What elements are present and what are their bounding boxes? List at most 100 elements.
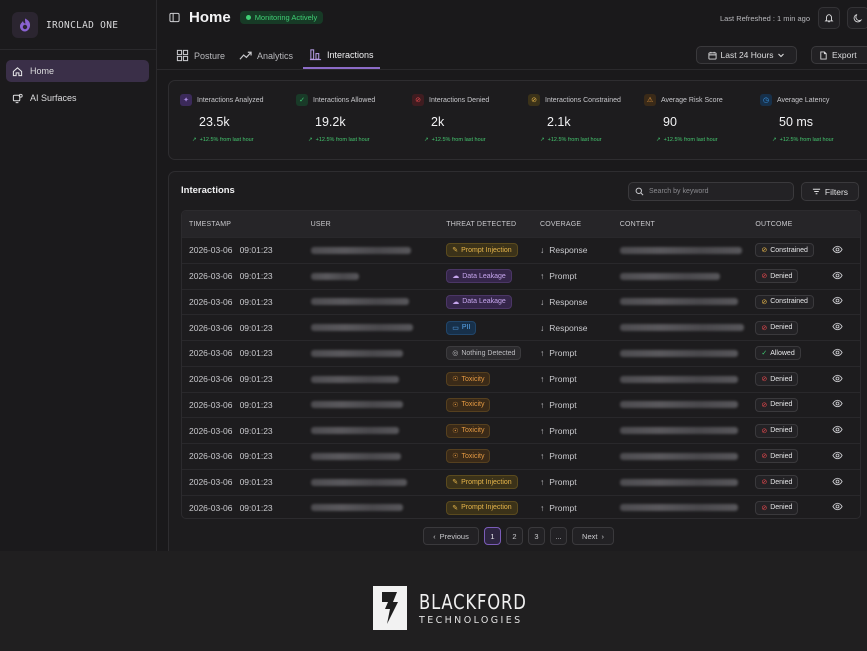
view-button[interactable] <box>832 321 860 334</box>
theme-toggle-button[interactable] <box>847 7 867 29</box>
arrow-up-icon: ↑ <box>539 477 545 488</box>
filters-button[interactable]: Filters <box>801 182 859 201</box>
redacted-user <box>310 272 359 280</box>
status-badge: Monitoring Actively <box>239 11 324 24</box>
table-row[interactable]: 2026-03-06 09:01:23 ✎ Prompt Injection ↑ Pro… <box>182 468 860 495</box>
table-row[interactable]: 2026-03-06 09:01:23 ☁ Data Leakage ↑ Prompt ⊘… <box>182 262 860 289</box>
coverage-label: Response <box>549 245 588 256</box>
constrained-icon: ⊘ <box>761 247 768 255</box>
cell-coverage: ↑ Prompt <box>533 400 613 410</box>
outcome-badge: ⊘ Denied <box>755 475 799 490</box>
date-range-select[interactable]: Last 24 Hours <box>696 46 797 64</box>
column-header-content[interactable]: CONTENT <box>619 220 655 228</box>
view-button[interactable] <box>832 398 860 411</box>
cloud-icon: ☁ <box>452 273 460 281</box>
pagination-page-3[interactable]: 3 <box>528 527 545 545</box>
view-button[interactable] <box>832 501 860 514</box>
table-row[interactable]: 2026-03-06 09:01:23 ☁ Data Leakage ↓ Respons… <box>182 288 860 315</box>
redacted-user <box>310 375 399 383</box>
metric-label: Average Risk Score <box>661 96 723 104</box>
chevron-down-icon <box>778 53 785 58</box>
view-button[interactable] <box>832 270 860 283</box>
sidebar-item-home[interactable]: Home <box>6 60 149 82</box>
outcome-label: Denied <box>770 375 793 383</box>
cell-coverage: ↓ Response <box>533 297 613 307</box>
threat-badge: ☉ Toxicity <box>446 397 491 412</box>
export-icon <box>820 50 827 60</box>
pagination-previous[interactable]: ‹ Previous <box>423 527 479 545</box>
trend-up-icon: ↗ <box>772 137 777 143</box>
view-button[interactable] <box>832 373 860 386</box>
cell-user <box>304 349 440 357</box>
tab-label: Posture <box>194 50 226 61</box>
table-row[interactable]: 2026-03-06 09:01:23 ✎ Prompt Injection ↓ Res… <box>182 237 860 263</box>
view-button[interactable] <box>832 476 860 489</box>
brand[interactable]: IRONCLAD ONE <box>12 12 118 38</box>
tab-interactions[interactable]: Interactions <box>303 42 380 69</box>
cell-coverage: ↑ Prompt <box>533 451 613 461</box>
table-row[interactable]: 2026-03-06 09:01:23 ✎ Prompt Injection ↑ Pro… <box>182 494 860 519</box>
notifications-button[interactable] <box>818 7 840 29</box>
blackford-mark-icon <box>373 586 407 630</box>
metric-change: +12.5% from last hour <box>547 137 602 143</box>
cell-outcome: ⊘ Denied <box>748 449 832 464</box>
tab-posture[interactable]: Posture <box>176 42 225 69</box>
sidebar-item-ai-surfaces[interactable]: AI Surfaces <box>6 87 149 109</box>
trend-up-icon: ↗ <box>656 137 661 143</box>
cell-outcome: ⊘ Constrained <box>748 294 832 309</box>
view-button[interactable] <box>832 424 860 437</box>
alert-circle-icon: ☉ <box>452 453 459 461</box>
cloud-icon: ☁ <box>452 298 460 306</box>
cell-timestamp: 2026-03-06 09:01:23 <box>189 399 273 410</box>
alert-circle-icon: ☉ <box>452 376 459 384</box>
cell-threat: ▭ PII <box>439 320 533 335</box>
eye-icon <box>832 245 843 254</box>
redacted-content <box>619 427 738 435</box>
trend-up-icon: ↗ <box>540 137 545 143</box>
pagination-page-2[interactable]: 2 <box>506 527 523 545</box>
cell-outcome: ⊘ Denied <box>748 475 832 490</box>
cell-content <box>613 324 749 332</box>
column-header-outcome[interactable]: OUTCOME <box>755 220 793 228</box>
view-button[interactable] <box>832 295 860 308</box>
eye-icon <box>832 477 843 485</box>
calendar-icon <box>707 51 717 60</box>
table-row[interactable]: 2026-03-06 09:01:23 ☉ Toxicity ↑ Prompt ⊘ Deni… <box>182 417 860 443</box>
threat-label: Data Leakage <box>462 272 506 280</box>
threat-badge: ▭ PII <box>446 320 477 335</box>
cell-threat: ☉ Toxicity <box>439 449 533 464</box>
table-row[interactable]: 2026-03-06 09:01:23 ▭ PII ↓ Response ⊘ Denied <box>182 314 860 340</box>
column-header-coverage[interactable]: COVERAGE <box>539 220 582 228</box>
coverage-label: Prompt <box>549 425 577 436</box>
outcome-badge: ⊘ Denied <box>755 269 799 284</box>
table-row[interactable]: 2026-03-06 09:01:23 ☉ Toxicity ↑ Prompt ⊘ Deni… <box>182 443 860 469</box>
tab-analytics[interactable]: Analytics <box>239 42 293 69</box>
table-row[interactable]: 2026-03-06 09:01:23 ☉ Toxicity ↑ Prompt ⊘ Deni… <box>182 365 860 392</box>
arrow-up-icon: ↑ <box>539 425 545 436</box>
sidebar-nav: Home AI Surfaces <box>6 60 149 114</box>
column-header-threat[interactable]: THREAT DETECTED <box>446 220 517 228</box>
search-input[interactable]: Search by keyword <box>628 182 794 201</box>
outcome-badge: ⊘ Denied <box>755 500 799 515</box>
export-button[interactable]: Export <box>811 46 867 64</box>
column-header-user[interactable]: USER <box>310 220 331 228</box>
redacted-content <box>619 298 738 306</box>
outcome-label: Denied <box>770 478 793 486</box>
cell-outcome: ⊘ Constrained <box>748 243 832 258</box>
sidebar-toggle-icon[interactable] <box>169 12 180 23</box>
table-row[interactable]: 2026-03-06 09:01:23 ☉ Toxicity ↑ Prompt ⊘ Deni… <box>182 391 860 418</box>
cell-threat: ☉ Toxicity <box>439 397 533 412</box>
tab-label: Analytics <box>257 50 294 61</box>
cell-timestamp: 2026-03-06 09:01:23 <box>189 477 273 488</box>
view-button[interactable] <box>832 450 860 463</box>
threat-label: Toxicity <box>461 452 485 460</box>
pagination-page-1[interactable]: 1 <box>484 527 501 545</box>
view-button[interactable] <box>832 347 860 360</box>
table-row[interactable]: 2026-03-06 09:01:23 ◎ Nothing Detected ↑ Pro… <box>182 340 860 366</box>
metric-label: Interactions Constrained <box>545 96 621 104</box>
metric-value: 23.5k <box>199 115 230 129</box>
cell-coverage: ↑ Prompt <box>533 348 613 358</box>
view-button[interactable] <box>832 244 860 257</box>
pagination-next[interactable]: Next › <box>572 527 614 545</box>
column-header-timestamp[interactable]: TIMESTAMP <box>189 220 232 228</box>
